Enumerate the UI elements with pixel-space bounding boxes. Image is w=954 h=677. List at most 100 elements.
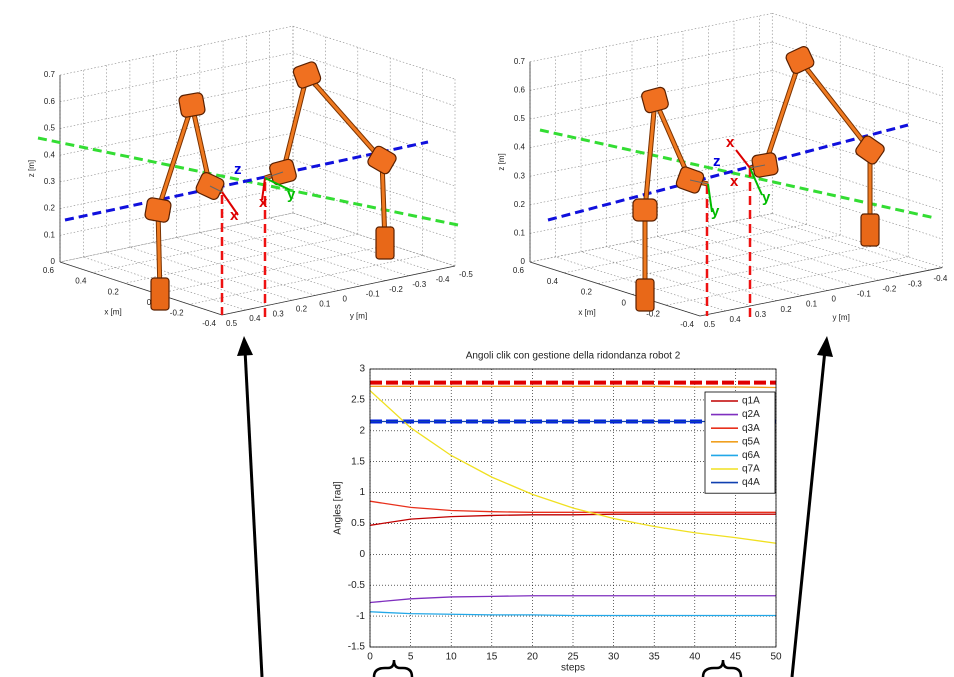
- x-tick-label: 0.6: [43, 266, 55, 275]
- legend-box: [705, 392, 775, 493]
- y-tick-label: 0.3: [755, 310, 767, 319]
- grid-line: [581, 252, 751, 306]
- x-tick-label: 10: [446, 652, 458, 663]
- x-tick-label: 40: [689, 652, 701, 663]
- robot-joint: [641, 86, 670, 113]
- y-tick-label: 0.5: [351, 518, 365, 529]
- x-tick-label: 15: [486, 652, 498, 663]
- grid-line: [177, 238, 339, 291]
- y-tick-label: 2: [359, 425, 365, 436]
- y-tick-label: 0.5: [704, 320, 716, 329]
- y-tick-label: 0.5: [226, 319, 238, 328]
- grid-line: [760, 216, 930, 270]
- x-axis-label: x [m]: [578, 308, 595, 317]
- grid-line: [293, 213, 455, 266]
- x-tick-label: 35: [649, 652, 661, 663]
- grid-line: [683, 231, 853, 285]
- frame-label: x: [230, 207, 239, 224]
- y-tick-label: 0: [832, 295, 837, 304]
- z-tick-label: 0.6: [514, 86, 526, 95]
- grid-line: [153, 242, 315, 295]
- frame-label: x: [730, 173, 739, 190]
- y-tick-label: -0.2: [389, 285, 403, 294]
- y-tick-label: -1.5: [348, 642, 366, 653]
- grid-line: [772, 99, 942, 153]
- robots: [38, 45, 935, 322]
- grid-line: [530, 13, 772, 61]
- robot-link: [800, 60, 870, 150]
- grid-line: [772, 214, 942, 268]
- legend-label: q1A: [742, 396, 760, 407]
- frame-label: z: [713, 153, 721, 170]
- chart-title: Angoli clik con gestione della ridondanz…: [466, 351, 681, 362]
- figure: 0 0.1 0.2 0.3 0.4 0.5 0.6 0.7 -0.4 -0.2 0 0.2 0.4 0.6…: [0, 0, 954, 677]
- x-tick-label: 0.2: [581, 288, 593, 297]
- grid-line: [60, 26, 293, 75]
- legend-label: q6A: [742, 450, 760, 461]
- bracket: [374, 660, 412, 677]
- z-tick-label: 0.5: [514, 114, 526, 123]
- y-tick-label: -0.3: [908, 279, 922, 288]
- x-axis-label: x [m]: [104, 308, 121, 317]
- legend-label: q2A: [742, 409, 760, 420]
- z-tick-label: 0.7: [44, 70, 56, 79]
- frame-label: y: [711, 203, 720, 220]
- z-tick-label: 0.1: [514, 229, 526, 238]
- arrow-head: [817, 336, 833, 357]
- grid-line: [772, 185, 942, 239]
- frame-axis: [736, 150, 750, 168]
- y-tick-label: 0.4: [730, 315, 742, 324]
- z-tick-label: 0: [521, 257, 526, 266]
- robot-base: [151, 278, 169, 310]
- robot-base: [861, 214, 879, 246]
- grid-line: [772, 156, 942, 210]
- frame-label: x: [259, 194, 268, 211]
- frame-label: y: [287, 186, 296, 203]
- axis-line: [60, 262, 222, 315]
- y-tick-label: -0.2: [883, 284, 897, 293]
- z-tick-label: 0.5: [44, 124, 56, 133]
- x-tick-label: 25: [567, 652, 579, 663]
- grid-line: [60, 53, 293, 102]
- z-tick-label: 0: [51, 257, 56, 266]
- arrow: [245, 350, 262, 677]
- grid-line: [293, 186, 455, 239]
- grid-line: [658, 237, 828, 291]
- y-tick-label: 1.5: [351, 456, 365, 467]
- legend-label: q5A: [742, 436, 760, 447]
- z-tick-label: 0.3: [44, 177, 56, 186]
- y-tick-label: 0: [343, 295, 348, 304]
- x-tick-label: 0.4: [547, 277, 559, 286]
- x-tick-label: 0.4: [75, 277, 87, 286]
- y-tick-label: 0.1: [319, 300, 331, 309]
- z-tick-label: 0.6: [44, 97, 56, 106]
- z-tick-label: 0.2: [514, 200, 526, 209]
- y-tick-label: 0.1: [806, 300, 818, 309]
- x-tick-label: 0.2: [108, 287, 120, 296]
- grid-line: [270, 218, 432, 271]
- y-tick-label: 1: [359, 487, 365, 498]
- axis-line: [700, 268, 942, 316]
- robot-joint: [633, 199, 657, 221]
- grid-line: [223, 228, 385, 281]
- y-tick-label: 3: [359, 364, 365, 375]
- x-tick-label: 0: [622, 299, 627, 308]
- y-tick-label: 2.5: [351, 395, 365, 406]
- y-tick-label: -0.4: [934, 274, 948, 283]
- robot-link: [307, 75, 382, 160]
- z-axis-label: z [m]: [497, 153, 506, 170]
- grid-line: [107, 252, 269, 305]
- y-tick-label: -0.3: [412, 280, 426, 289]
- x-axis-label: steps: [561, 663, 585, 674]
- robot-link: [158, 105, 192, 210]
- grid-line: [530, 42, 772, 90]
- legend-label: q4A: [742, 477, 760, 488]
- arrow-head: [237, 336, 253, 356]
- robot-joint: [144, 197, 171, 223]
- frame-label: z: [234, 161, 242, 178]
- y-tick-label: -0.1: [857, 290, 871, 299]
- grid-line: [564, 224, 806, 272]
- axis-line: [530, 262, 700, 316]
- x-tick-label: -0.4: [680, 320, 694, 329]
- x-tick-label: 45: [730, 652, 742, 663]
